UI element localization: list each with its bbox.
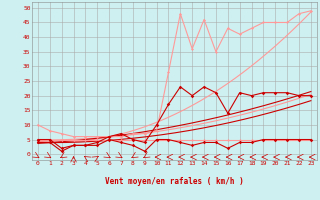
X-axis label: Vent moyen/en rafales ( km/h ): Vent moyen/en rafales ( km/h ) [105, 178, 244, 186]
